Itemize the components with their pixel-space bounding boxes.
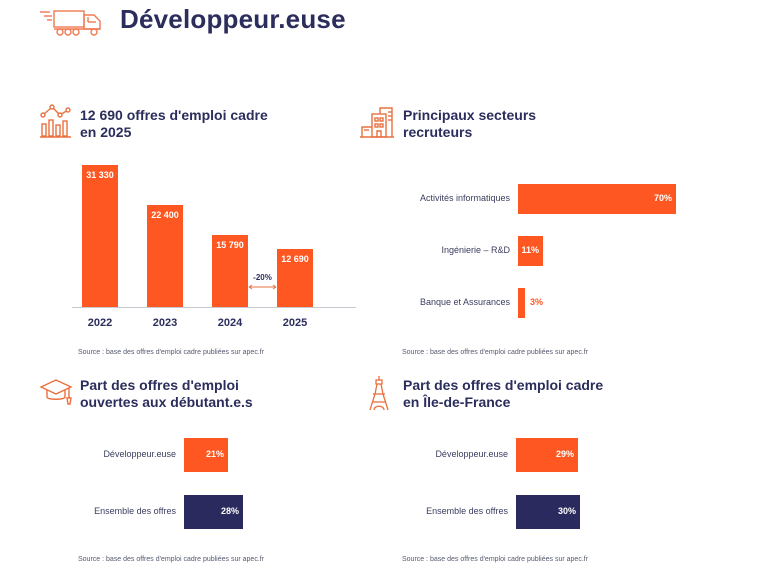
category-label: Développeur.euse xyxy=(103,449,176,459)
hbar-value-label: 28% xyxy=(220,506,239,516)
sectors-title-line1: Principaux secteurs xyxy=(403,107,537,123)
offers-chart: 31 330 2022 22 400 2023 15 790 2024 12 690 2025… xyxy=(70,160,360,335)
bar-value-label: 22 400 xyxy=(151,210,179,220)
bar-2022 xyxy=(82,165,118,307)
idf-title-line2: en Île-de-France xyxy=(403,394,511,410)
hbar-value-label: 30% xyxy=(557,506,576,516)
idf-title-line1: Part des offres d'emploi cadre xyxy=(403,377,604,393)
idf-title: Part des offres d'emploi cadre en Île-de… xyxy=(403,377,603,411)
sectors-title-line2: recruteurs xyxy=(403,124,473,140)
chart-growth-icon xyxy=(40,104,72,138)
hbar-value-label: 70% xyxy=(653,193,672,203)
debutants-title-line2: ouvertes aux débutant.e.s xyxy=(80,394,253,410)
category-label: Ingénierie – R&D xyxy=(441,245,510,255)
offers-title-line1: 12 690 offres d'emploi cadre xyxy=(80,107,268,123)
bar-2024 xyxy=(212,235,248,307)
page-title: Développeur.euse xyxy=(120,4,346,34)
category-label: Développeur.euse xyxy=(435,449,508,459)
hbar-value-label: 3% xyxy=(530,297,544,307)
category-label: Ensemble des offres xyxy=(426,506,508,516)
change-label: -20% xyxy=(253,273,272,282)
bar-value-label: 12 690 xyxy=(281,254,309,264)
category-label: Ensemble des offres xyxy=(94,506,176,516)
hbar xyxy=(518,236,543,266)
hbar-value-label: 11% xyxy=(521,245,539,255)
graduation-cap-icon xyxy=(39,378,73,410)
category-label: Activités informatiques xyxy=(419,193,510,203)
offers-title-line2: en 2025 xyxy=(80,124,132,140)
x-tick-label: 2024 xyxy=(217,317,243,329)
hbar-value-label: 21% xyxy=(205,449,224,459)
bar-value-label: 31 330 xyxy=(86,170,114,180)
debutants-title: Part des offres d'emploi ouvertes aux dé… xyxy=(80,377,253,411)
x-tick-label: 2025 xyxy=(282,317,308,329)
offers-source: Source : base des offres d'emploi cadre … xyxy=(78,349,265,356)
sectors-source: Source : base des offres d'emploi cadre … xyxy=(402,349,589,356)
category-label: Banque et Assurances xyxy=(419,297,510,307)
hbar-value-label: 29% xyxy=(555,449,574,459)
bar-2023 xyxy=(147,205,183,307)
sectors-title: Principaux secteurs recruteurs xyxy=(403,107,536,141)
hbar xyxy=(516,438,578,472)
x-tick-label: 2023 xyxy=(152,317,178,329)
x-axis-line xyxy=(72,307,356,308)
hbar xyxy=(518,288,525,318)
bar-value-label: 15 790 xyxy=(216,240,244,250)
debutants-title-line1: Part des offres d'emploi xyxy=(80,377,239,393)
offers-title: 12 690 offres d'emploi cadre en 2025 xyxy=(80,107,268,141)
eiffel-tower-icon xyxy=(368,376,390,412)
hbar xyxy=(184,438,228,472)
buildings-icon xyxy=(360,106,394,138)
bar-2025 xyxy=(277,249,313,307)
hbar xyxy=(184,495,243,529)
debutants-source: Source : base des offres d'emploi cadre … xyxy=(78,556,265,563)
idf-source: Source : base des offres d'emploi cadre … xyxy=(402,556,589,563)
change-annotation: -20% xyxy=(248,273,277,293)
hbar xyxy=(516,495,580,529)
x-tick-label: 2022 xyxy=(87,317,113,329)
truck-icon xyxy=(38,8,106,36)
hbar xyxy=(518,184,676,214)
